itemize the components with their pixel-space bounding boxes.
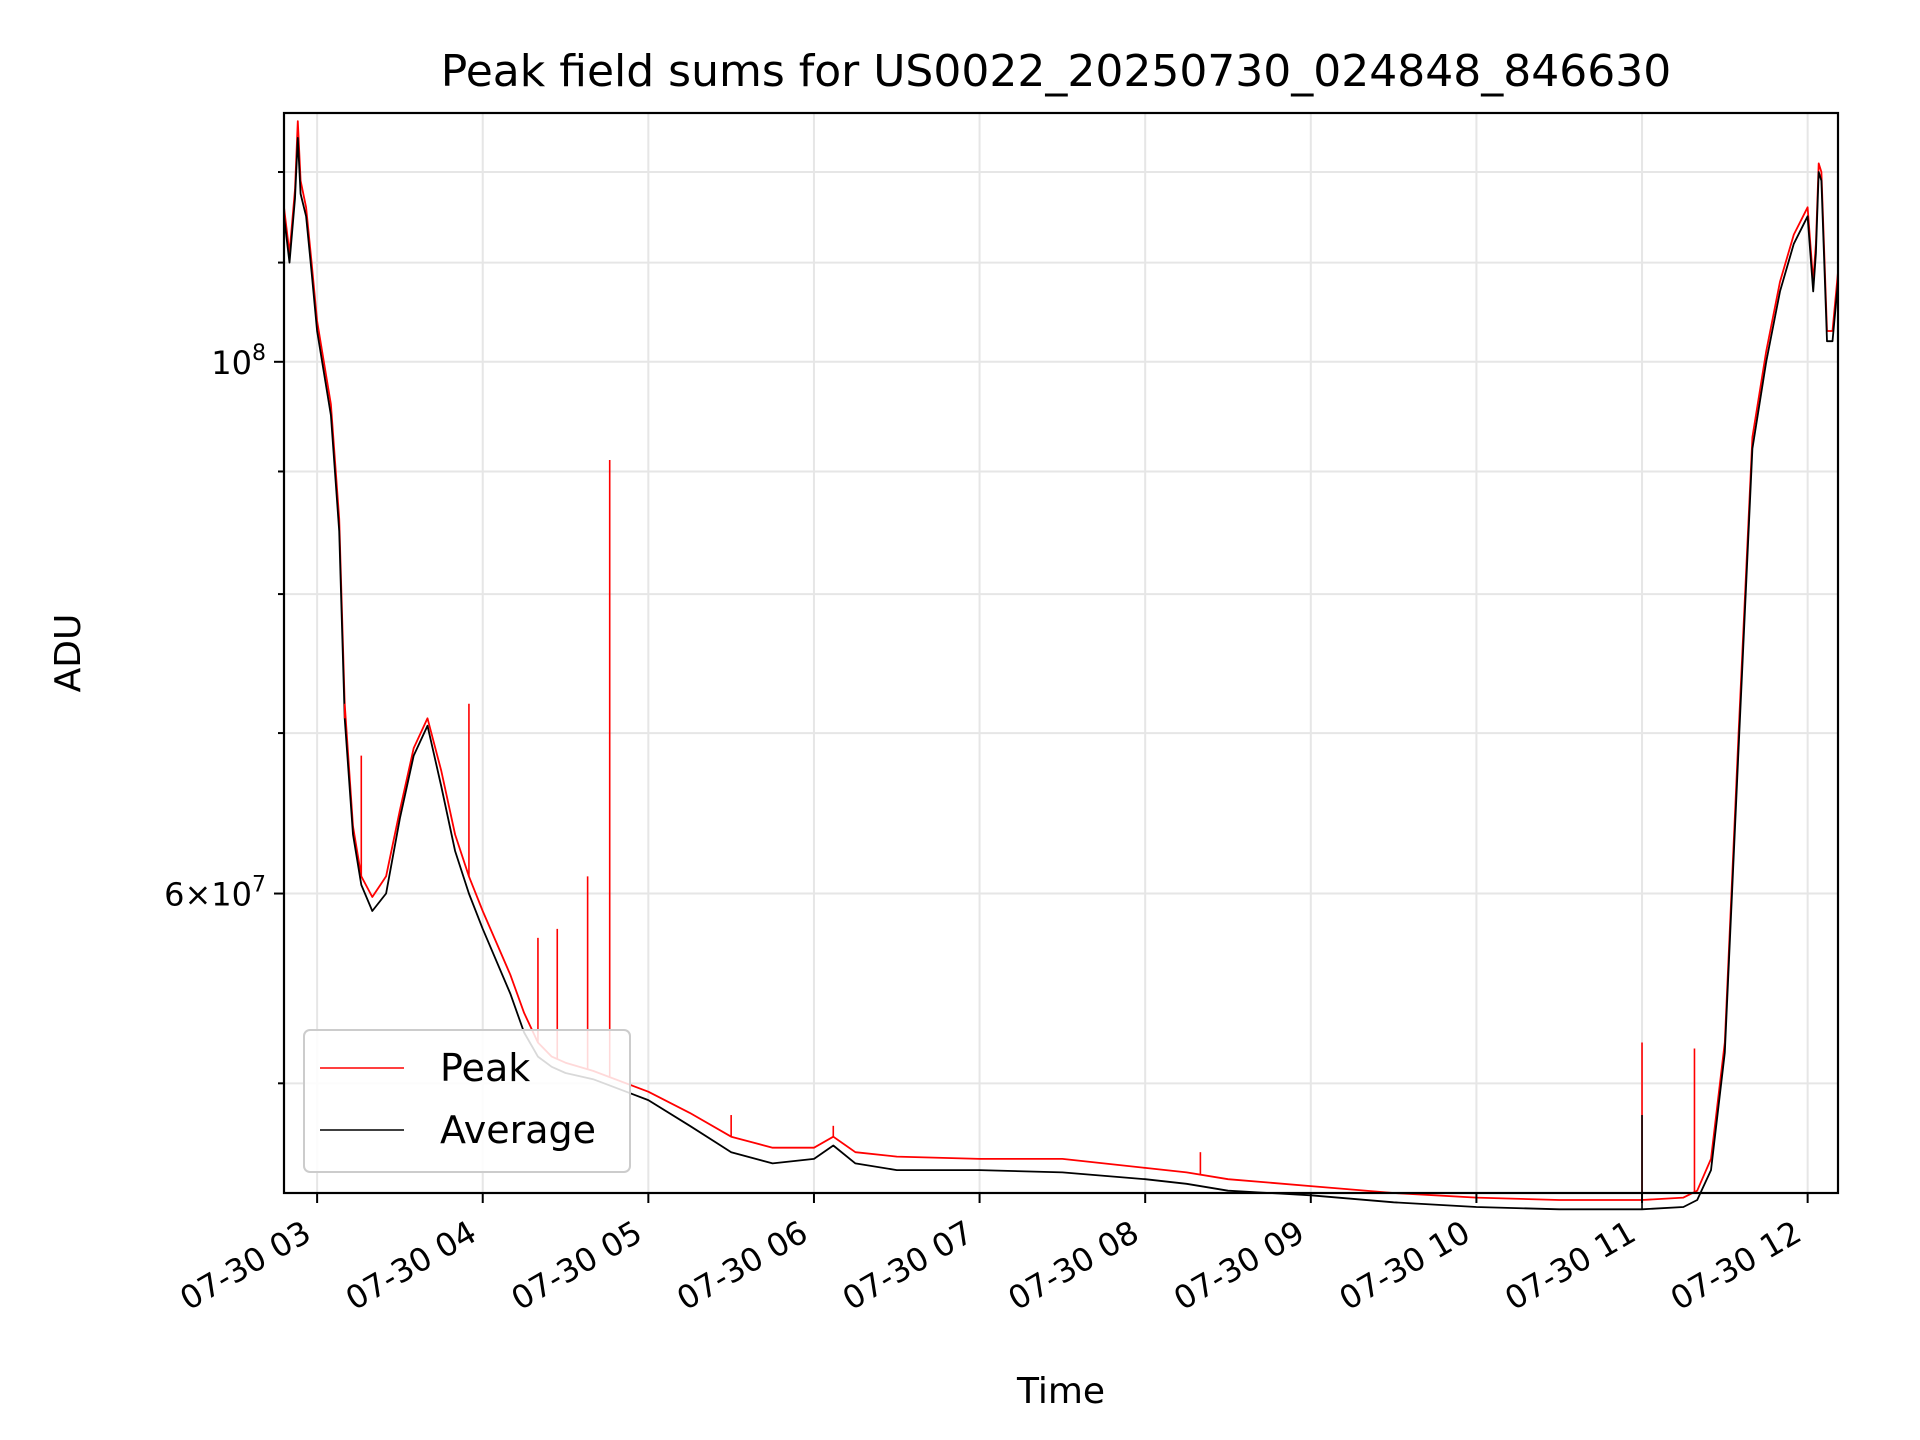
y-axis-label: ADU (48, 614, 89, 693)
series-layer (283, 120, 1839, 1211)
legend-box (303, 1029, 631, 1173)
y-tick-label: 108 (211, 341, 266, 382)
y-tick-label: 6×107 (164, 873, 266, 914)
chart-title: Peak field sums for US0022_20250730_0248… (441, 46, 1671, 97)
legend: Peak Average (303, 1029, 631, 1173)
x-axis-label: Time (1016, 1371, 1105, 1412)
grid-layer (284, 113, 1838, 1193)
series-line-average (283, 137, 1839, 1211)
plot-frame (282, 111, 1840, 1195)
legend-label-peak: Peak (440, 1046, 530, 1090)
legend-label-average: Average (440, 1108, 596, 1152)
